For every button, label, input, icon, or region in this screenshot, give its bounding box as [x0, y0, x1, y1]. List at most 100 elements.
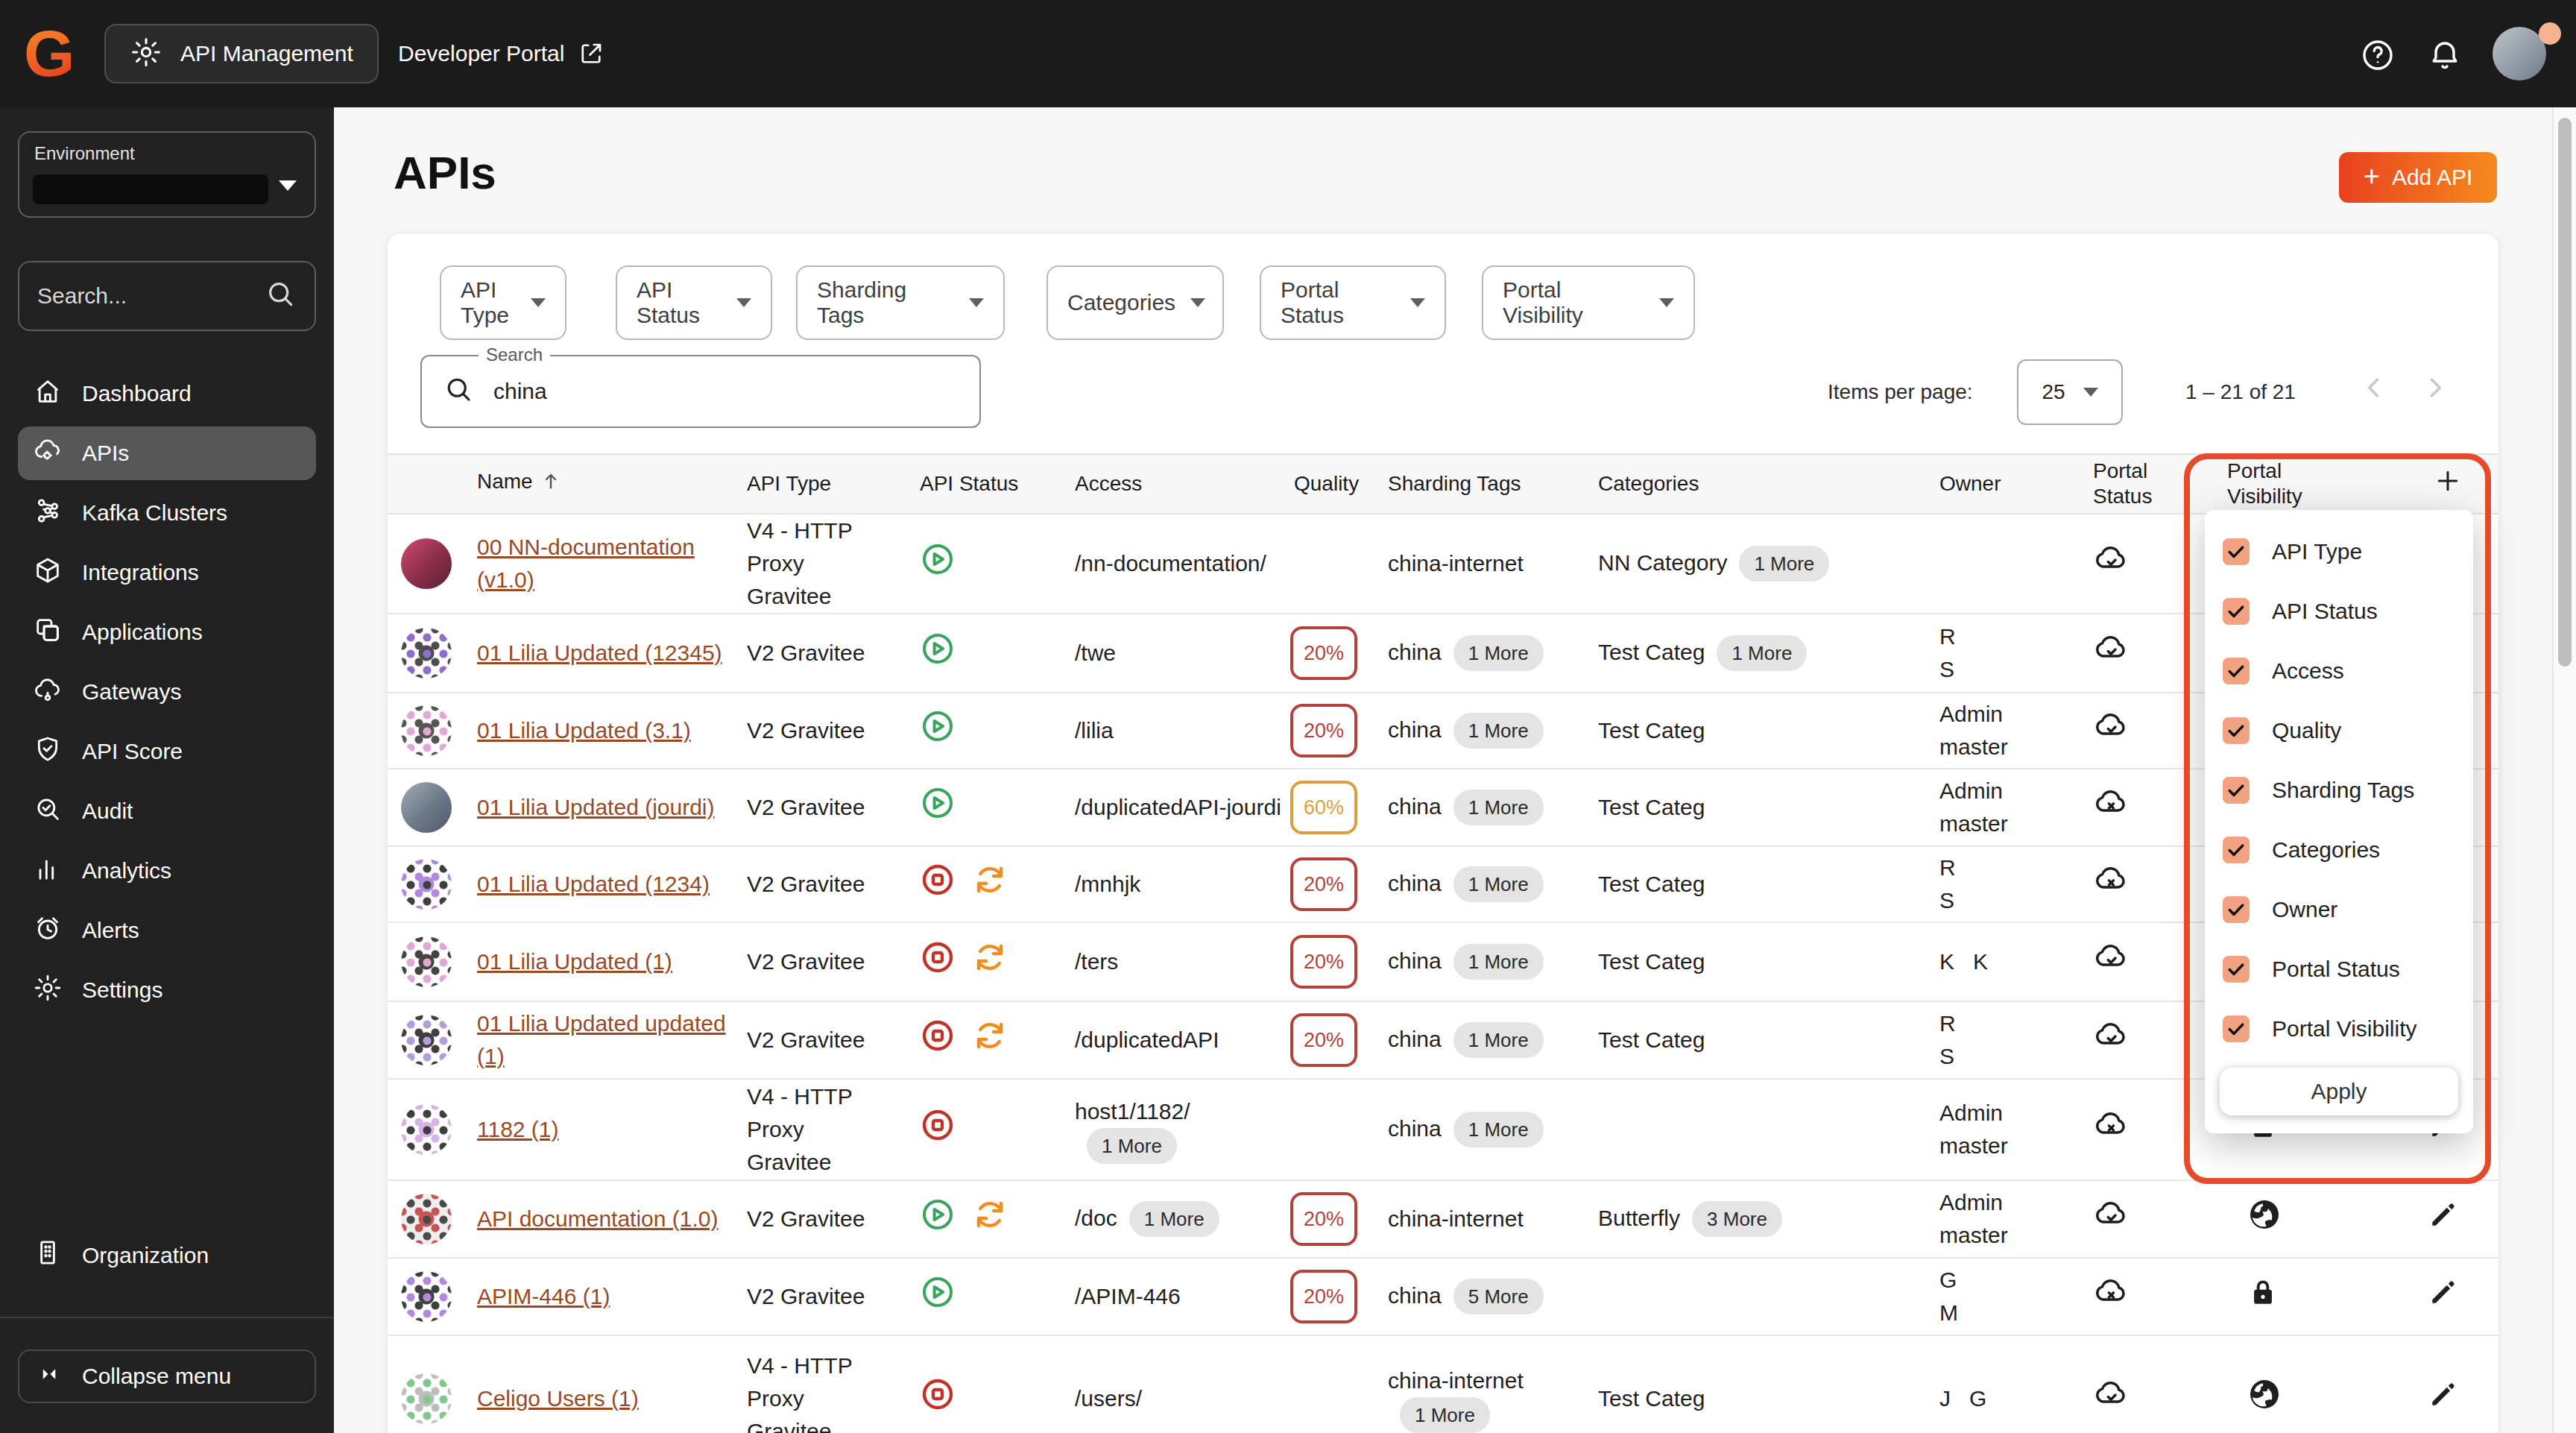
api-name-link[interactable]: 1182 (1): [477, 1117, 559, 1141]
filter-categories[interactable]: Categories: [1046, 265, 1224, 340]
collapse-menu-button[interactable]: Collapse menu: [18, 1349, 316, 1403]
checkbox-checked[interactable]: [2223, 1015, 2250, 1042]
apply-button[interactable]: Apply: [2220, 1068, 2458, 1115]
column-header-portal-status[interactable]: Portal Status: [2093, 459, 2179, 509]
tags-more-badge[interactable]: 1 More: [1453, 713, 1544, 749]
checkbox-checked[interactable]: [2223, 777, 2250, 804]
checkbox-checked[interactable]: [2223, 837, 2250, 863]
edit-api-button[interactable]: [2427, 1378, 2469, 1420]
table-row: 01 Lilia Updated updated (1)V2 Gravitee/…: [388, 1002, 2498, 1080]
column-header-access[interactable]: Access: [1075, 471, 1209, 497]
column-menu-item-owner[interactable]: Owner: [2205, 880, 2473, 939]
api-name-link[interactable]: Celigo Users (1): [477, 1386, 639, 1411]
access-more-badge[interactable]: 1 More: [1129, 1201, 1219, 1237]
developer-portal-link[interactable]: Developer Portal: [398, 24, 604, 84]
checkbox-checked[interactable]: [2223, 896, 2250, 923]
column-header-quality[interactable]: Quality: [1294, 471, 1383, 497]
access-cell: /users/: [1075, 1382, 1287, 1415]
search-input[interactable]: Search china: [420, 355, 981, 428]
tags-more-badge[interactable]: 5 More: [1453, 1279, 1544, 1314]
checkbox-checked[interactable]: [2223, 658, 2250, 684]
tags-more-badge[interactable]: 1 More: [1453, 1022, 1544, 1058]
checkbox-checked[interactable]: [2223, 717, 2250, 744]
column-menu-item-quality[interactable]: Quality: [2205, 701, 2473, 760]
sidebar-item-applications[interactable]: Applications: [18, 605, 316, 659]
api-name-link[interactable]: 01 Lilia Updated (1): [477, 949, 672, 974]
column-menu-item-sharding-tags[interactable]: Sharding Tags: [2205, 760, 2473, 820]
next-page-button[interactable]: [2418, 371, 2451, 410]
column-menu-item-api-type[interactable]: API Type: [2205, 522, 2473, 582]
column-header-api-type[interactable]: API Type: [747, 471, 881, 497]
environment-select[interactable]: Environment: [18, 131, 316, 218]
categories-more-badge[interactable]: 1 More: [1739, 546, 1829, 582]
edit-api-button[interactable]: [2427, 1276, 2469, 1317]
sidebar-item-kafka-clusters[interactable]: Kafka Clusters: [18, 486, 316, 540]
column-menu-item-access[interactable]: Access: [2205, 641, 2473, 701]
column-menu-item-portal-visibility[interactable]: Portal Visibility: [2205, 999, 2473, 1059]
scrollbar-thumb[interactable]: [2558, 118, 2572, 667]
tags-more-badge[interactable]: 1 More: [1453, 635, 1544, 671]
column-menu-item-categories[interactable]: Categories: [2205, 820, 2473, 880]
categories-more-badge[interactable]: 1 More: [1717, 635, 1807, 671]
categories-more-badge[interactable]: 3 More: [1692, 1201, 1782, 1237]
sidebar-item-apis[interactable]: APIs: [18, 426, 316, 480]
checkbox-checked[interactable]: [2223, 598, 2250, 625]
column-header-api-status[interactable]: API Status: [920, 471, 1054, 497]
search-value: china: [493, 379, 547, 404]
sidebar-item-dashboard[interactable]: Dashboard: [18, 367, 316, 421]
column-header-owner[interactable]: Owner: [1939, 471, 2074, 497]
scrollbar-track[interactable]: [2552, 107, 2576, 1433]
checkbox-checked[interactable]: [2223, 956, 2250, 983]
column-menu-item-api-status[interactable]: API Status: [2205, 582, 2473, 641]
tags-more-badge[interactable]: 1 More: [1400, 1397, 1490, 1433]
column-header-sharding-tags[interactable]: Sharding Tags: [1388, 471, 1582, 497]
items-per-page-select[interactable]: 25: [2017, 359, 2123, 425]
sidebar-item-audit[interactable]: Audit: [18, 784, 316, 838]
previous-page-button[interactable]: [2358, 371, 2391, 410]
filter-portal-visibility[interactable]: Portal Visibility: [1482, 265, 1695, 340]
access-path: /twe: [1075, 640, 1116, 665]
tags-more-badge[interactable]: 1 More: [1453, 790, 1544, 825]
api-name-link[interactable]: 01 Lilia Updated updated (1): [477, 1011, 726, 1068]
gravitee-logo[interactable]: G: [24, 21, 83, 86]
checkbox-checked[interactable]: [2223, 538, 2250, 565]
sidebar-item-api-score[interactable]: API Score: [18, 725, 316, 778]
visibility-public-icon: [2247, 1197, 2288, 1241]
api-management-button[interactable]: API Management: [104, 24, 379, 84]
column-menu-item-portal-status[interactable]: Portal Status: [2205, 939, 2473, 999]
add-column-button[interactable]: [2433, 466, 2463, 502]
edit-api-button[interactable]: [2427, 1198, 2469, 1240]
tags-more-badge[interactable]: 1 More: [1453, 1112, 1544, 1147]
column-header-categories[interactable]: Categories: [1598, 471, 1777, 497]
api-name-link[interactable]: 01 Lilia Updated (3.1): [477, 718, 691, 743]
add-api-button[interactable]: +Add API: [2339, 152, 2497, 203]
help-icon[interactable]: [2360, 37, 2396, 73]
filter-api-type[interactable]: API Type: [440, 265, 566, 340]
filter-api-status[interactable]: API Status: [616, 265, 772, 340]
notifications-icon[interactable]: [2427, 37, 2463, 73]
filter-sharding-tags[interactable]: Sharding Tags: [796, 265, 1005, 340]
sidebar-search-input[interactable]: Search...: [18, 261, 316, 331]
sidebar-item-settings[interactable]: Settings: [18, 963, 316, 1017]
access-more-badge[interactable]: 1 More: [1087, 1128, 1177, 1164]
api-name-link[interactable]: 01 Lilia Updated (1234): [477, 872, 710, 896]
sidebar-item-alerts[interactable]: Alerts: [18, 904, 316, 957]
tags-more-badge[interactable]: 1 More: [1453, 866, 1544, 902]
api-name-link[interactable]: 01 Lilia Updated (12345): [477, 640, 722, 665]
api-name-link[interactable]: 00 NN-documentation (v1.0): [477, 535, 695, 592]
sidebar-item-organization[interactable]: Organization: [33, 1238, 209, 1273]
api-name-link[interactable]: 01 Lilia Updated (jourdi): [477, 795, 715, 819]
owner-cell: Adminmaster: [1939, 1097, 2089, 1162]
chevron-down-icon: [736, 298, 751, 307]
table-row: 01 Lilia Updated (1)V2 Gravitee/ters20%c…: [388, 923, 2498, 1002]
sidebar-item-analytics[interactable]: Analytics: [18, 844, 316, 898]
api-name-link[interactable]: APIM-446 (1): [477, 1284, 610, 1308]
column-header-name[interactable]: Name: [477, 469, 656, 499]
sidebar-item-integrations[interactable]: Integrations: [18, 546, 316, 599]
column-header-portal-visibility[interactable]: Portal Visibility: [2227, 459, 2320, 509]
filter-portal-status[interactable]: Portal Status: [1260, 265, 1446, 340]
sidebar-item-gateways[interactable]: Gateways: [18, 665, 316, 719]
api-name-link[interactable]: API documentation (1.0): [477, 1206, 719, 1231]
tags-more-badge[interactable]: 1 More: [1453, 944, 1544, 980]
column-header-label: Portal Status: [2093, 459, 2152, 508]
